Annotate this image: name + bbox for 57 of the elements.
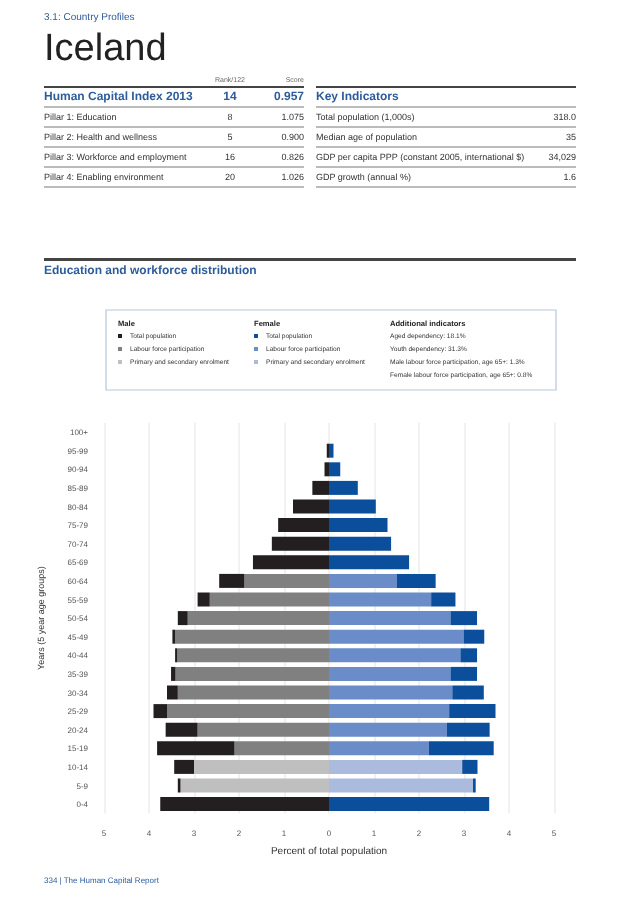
bar [329, 499, 376, 514]
bar [446, 722, 490, 737]
bar [244, 573, 329, 588]
bar [157, 741, 235, 756]
bar [174, 759, 194, 774]
bar [431, 592, 456, 607]
bar [329, 536, 392, 551]
bar [449, 704, 496, 719]
bar [428, 741, 494, 756]
bar [329, 704, 450, 719]
bar [450, 666, 478, 681]
bar [177, 648, 329, 663]
bar [329, 518, 388, 533]
bar [197, 722, 329, 737]
bar [252, 555, 329, 570]
bar [329, 759, 463, 774]
bar [329, 648, 461, 663]
bar [329, 741, 429, 756]
bar [219, 573, 245, 588]
bar [396, 573, 436, 588]
bar [329, 685, 453, 700]
bar [329, 462, 341, 477]
bar [165, 722, 198, 737]
bar [175, 666, 329, 681]
bar [278, 518, 329, 533]
bar [271, 536, 329, 551]
bar [177, 685, 329, 700]
bar [329, 555, 410, 570]
bar [160, 797, 329, 812]
bar [462, 759, 478, 774]
bar [329, 629, 464, 644]
bar [329, 666, 451, 681]
bar [180, 778, 329, 793]
bar [194, 759, 329, 774]
bar [329, 797, 490, 812]
bar [197, 592, 210, 607]
bar [167, 704, 329, 719]
bar [463, 629, 485, 644]
bar [450, 611, 478, 626]
bar [293, 499, 329, 514]
bar [329, 778, 473, 793]
bar [329, 573, 397, 588]
bar [329, 592, 432, 607]
bar [187, 611, 329, 626]
bar [329, 722, 447, 737]
bar [329, 611, 451, 626]
bar [329, 480, 358, 495]
bar [209, 592, 329, 607]
bar [234, 741, 329, 756]
bar [153, 704, 167, 719]
bar [460, 648, 478, 663]
bar [167, 685, 178, 700]
bar [177, 611, 188, 626]
bar [452, 685, 484, 700]
text: Iceland [44, 28, 169, 72]
bar [175, 629, 329, 644]
bar [312, 480, 329, 495]
